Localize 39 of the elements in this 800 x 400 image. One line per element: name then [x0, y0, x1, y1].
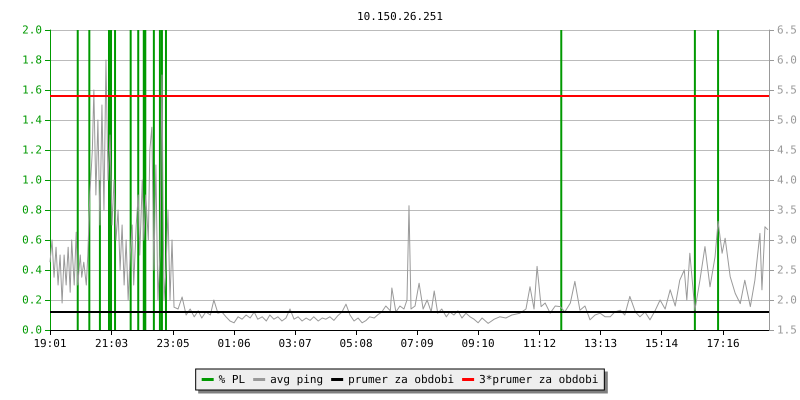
- y2-tick-label: 4.5: [777, 144, 797, 156]
- x-tick-label: 21:03: [94, 337, 128, 350]
- x-tick-label: 05:08: [339, 337, 373, 350]
- y2-tick-label: 6.0: [777, 54, 797, 66]
- y-tick-label: 1.2: [22, 144, 42, 156]
- y-tick-label: 0.2: [22, 294, 42, 306]
- x-tick-label: 01:06: [217, 337, 251, 350]
- legend-label: 3*prumer za obdobi: [479, 373, 598, 386]
- x-tick-label: 23:05: [156, 337, 190, 350]
- y2-tick-label: 2.5: [777, 264, 797, 276]
- x-tick-label: 09:10: [462, 337, 495, 350]
- y-tick-label: 0.0: [22, 324, 42, 336]
- y2-tick-label: 3.0: [777, 234, 797, 246]
- legend-label: avg ping: [270, 373, 324, 386]
- y2-tick-label: 6.5: [777, 24, 797, 36]
- y2-tick-label: 5.0: [777, 114, 797, 126]
- y-tick-label: 1.4: [22, 114, 42, 126]
- y-tick-label: 0.6: [22, 234, 42, 246]
- x-tick-label: 17:16: [706, 337, 740, 350]
- y2-tick-label: 4.0: [777, 174, 797, 186]
- y2-tick-label: 3.5: [777, 204, 797, 216]
- x-tick-label: 11:12: [523, 337, 556, 350]
- y-tick-label: 1.8: [22, 54, 42, 66]
- y-tick-label: 1.0: [22, 174, 42, 186]
- legend-label: prumer za obdobi: [348, 373, 454, 386]
- y-tick-label: 2.0: [22, 24, 42, 36]
- x-tick-label: 13:13: [584, 337, 618, 350]
- x-tick-label: 15:14: [645, 337, 679, 350]
- y-tick-label: 0.4: [22, 264, 42, 276]
- y2-tick-label: 5.5: [777, 84, 797, 96]
- y2-tick-label: 2.0: [777, 294, 797, 306]
- chart-title: 10.150.26.251: [356, 10, 444, 23]
- y-tick-label: 0.8: [22, 204, 42, 216]
- x-tick-label: 19:01: [33, 337, 67, 350]
- y-tick-label: 1.6: [22, 84, 42, 96]
- legend-label: % PL: [218, 373, 246, 386]
- x-tick-label: 03:07: [278, 337, 312, 350]
- x-tick-label: 07:09: [400, 337, 434, 350]
- y2-tick-label: 1.5: [777, 324, 797, 336]
